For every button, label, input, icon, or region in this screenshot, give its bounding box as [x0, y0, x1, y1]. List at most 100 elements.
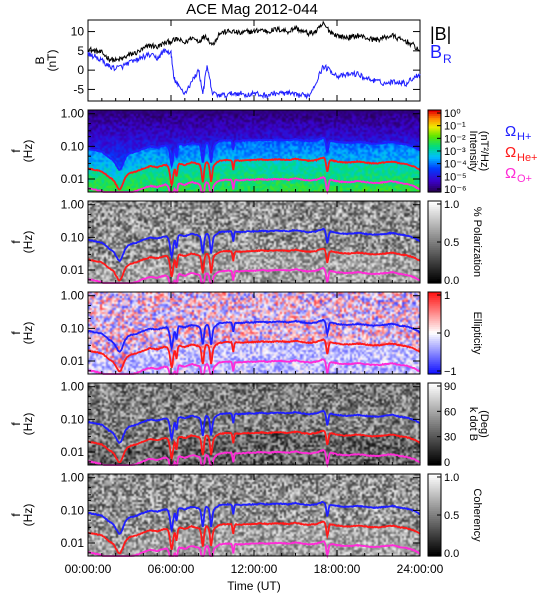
colorbar-segment-2-3: [428, 207, 441, 210]
colorbar-segment-1-20: [428, 151, 441, 154]
colorbar-segment-2-37: [428, 276, 441, 280]
colorbar-segment-5-32: [428, 539, 441, 543]
y-axis-unit-3: (Hz): [21, 322, 35, 345]
colorbar-segment-4-6: [428, 395, 441, 398]
colorbar-segment-1-9: [428, 128, 441, 132]
gyrofrequency-line-oo-4: [87, 449, 421, 468]
y-axis-label-1: f: [9, 149, 23, 153]
gyrofrequency-line-ohe-5: [87, 520, 421, 555]
colorbar-segment-1-33: [428, 177, 441, 181]
colorbar-segment-3-8: [428, 308, 441, 312]
colorbar-segment-5-24: [428, 523, 441, 526]
colorbar-segment-2-14: [428, 229, 441, 233]
colorbar-segment-2-39: [428, 280, 441, 284]
colorbar-segment-3-21: [428, 335, 441, 338]
colorbar-segment-3-37: [428, 367, 441, 371]
colorbar-segment-4-26: [428, 436, 441, 439]
colorbar-segment-2-12: [428, 225, 441, 229]
colorbar-segment-1-4: [428, 118, 441, 121]
colorbar-segment-4-18: [428, 419, 441, 423]
y-axis-unit-4: (Hz): [21, 413, 35, 436]
colorbar-segment-2-6: [428, 213, 441, 216]
colorbar-title-2: % Polarization: [471, 207, 483, 277]
colorbar-segment-4-33: [428, 450, 441, 454]
colorbar-segment-4-8: [428, 399, 441, 403]
colorbar-segment-2-2: [428, 205, 441, 208]
colorbar-segment-4-16: [428, 415, 441, 419]
colorbar-segment-4-34: [428, 452, 441, 456]
colorbar-segment-5-18: [428, 510, 441, 514]
colorbar-segment-5-15: [428, 504, 441, 508]
colorbar-segment-3-11: [428, 314, 441, 318]
y-tick-label-1-2: 0.01: [61, 172, 85, 186]
colorbar-segment-5-5: [428, 484, 441, 487]
colorbar-segment-1-16: [428, 142, 441, 146]
x-tick-label-0: 00:00:00: [65, 562, 112, 576]
field-y-tick-label-3: -5: [73, 82, 84, 96]
colorbar-tick-label-5-0: 1.0: [444, 472, 459, 484]
colorbar-tick-label-2-1: 0.5: [444, 237, 459, 249]
colorbar-segment-5-38: [428, 551, 441, 555]
colorbar-segment-4-31: [428, 446, 441, 450]
y-tick-label-5-0: 1.00: [61, 471, 85, 485]
colorbar-segment-5-36: [428, 547, 441, 551]
colorbar-segment-1-24: [428, 159, 441, 162]
colorbar-segment-1-21: [428, 153, 441, 156]
colorbar-segment-5-30: [428, 535, 441, 539]
colorbar-segment-5-26: [428, 527, 441, 530]
colorbar-segment-2-11: [428, 223, 441, 227]
colorbar-segment-3-34: [428, 361, 441, 365]
colorbar-segment-5-28: [428, 531, 441, 535]
colorbar-segment-3-3: [428, 298, 441, 301]
spectrogram-image-4: [88, 383, 420, 465]
colorbar-segment-4-35: [428, 454, 441, 458]
x-tick-label-3: 18:00:00: [314, 562, 361, 576]
colorbar-title-1: Intensity: [467, 131, 479, 172]
colorbar-segment-2-10: [428, 221, 441, 225]
colorbar-segment-3-23: [428, 339, 441, 342]
colorbar-segment-5-12: [428, 498, 441, 502]
colorbar-segment-5-1: [428, 476, 441, 479]
colorbar-tick-label-4-1: 60: [444, 406, 456, 418]
gyrofrequency-line-oh-2: [87, 227, 421, 263]
colorbar-segment-2-35: [428, 272, 441, 276]
colorbar-segment-4-14: [428, 411, 441, 415]
colorbar-segment-5-37: [428, 549, 441, 553]
field-y-tick-label-2: 0: [77, 63, 84, 77]
colorbar-segment-2-38: [428, 278, 441, 282]
colorbar-segment-4-21: [428, 426, 441, 429]
colorbar-segment-4-25: [428, 434, 441, 437]
gyrofrequency-line-ohe-2: [87, 247, 421, 282]
x-tick-label-4: 24:00:00: [397, 562, 444, 576]
colorbar-tick-label-2-0: 1.0: [444, 199, 459, 211]
colorbar-segment-3-32: [428, 357, 441, 361]
colorbar-segment-1-22: [428, 155, 441, 158]
y-tick-label-4-2: 0.01: [61, 445, 85, 459]
colorbar-segment-1-31: [428, 173, 441, 177]
y-tick-label-1-0: 1.00: [61, 107, 85, 121]
colorbar-segment-4-29: [428, 442, 441, 446]
colorbar-segment-2-25: [428, 252, 441, 255]
colorbar-segment-4-9: [428, 401, 441, 405]
colorbar-segment-1-30: [428, 171, 441, 175]
colorbar-segment-3-22: [428, 337, 441, 340]
y-axis-unit-1: (Hz): [21, 140, 35, 163]
colorbar-segment-4-3: [428, 389, 441, 392]
colorbar-segment-1-29: [428, 169, 441, 173]
colorbar-tick-label-2-2: 0.0: [444, 275, 459, 287]
colorbar-segment-4-32: [428, 448, 441, 452]
colorbar-segment-3-14: [428, 320, 441, 324]
colorbar-segment-1-0: [428, 110, 441, 113]
colorbar-segment-5-34: [428, 543, 441, 547]
gyrofrequency-line-ohe-4: [87, 429, 421, 464]
colorbar-segment-3-19: [428, 330, 441, 334]
colorbar-tick-label-1-2: 10⁻²: [444, 133, 466, 145]
colorbar-segment-4-15: [428, 413, 441, 417]
colorbar-segment-2-30: [428, 262, 441, 266]
colorbar-segment-1-25: [428, 161, 441, 164]
y-tick-label-3-0: 1.00: [61, 289, 85, 303]
colorbar-segment-3-31: [428, 355, 441, 359]
colorbar-segment-3-27: [428, 347, 441, 350]
gyro-legend-omega-0: Ω: [505, 123, 516, 140]
colorbar-segment-3-26: [428, 345, 441, 348]
